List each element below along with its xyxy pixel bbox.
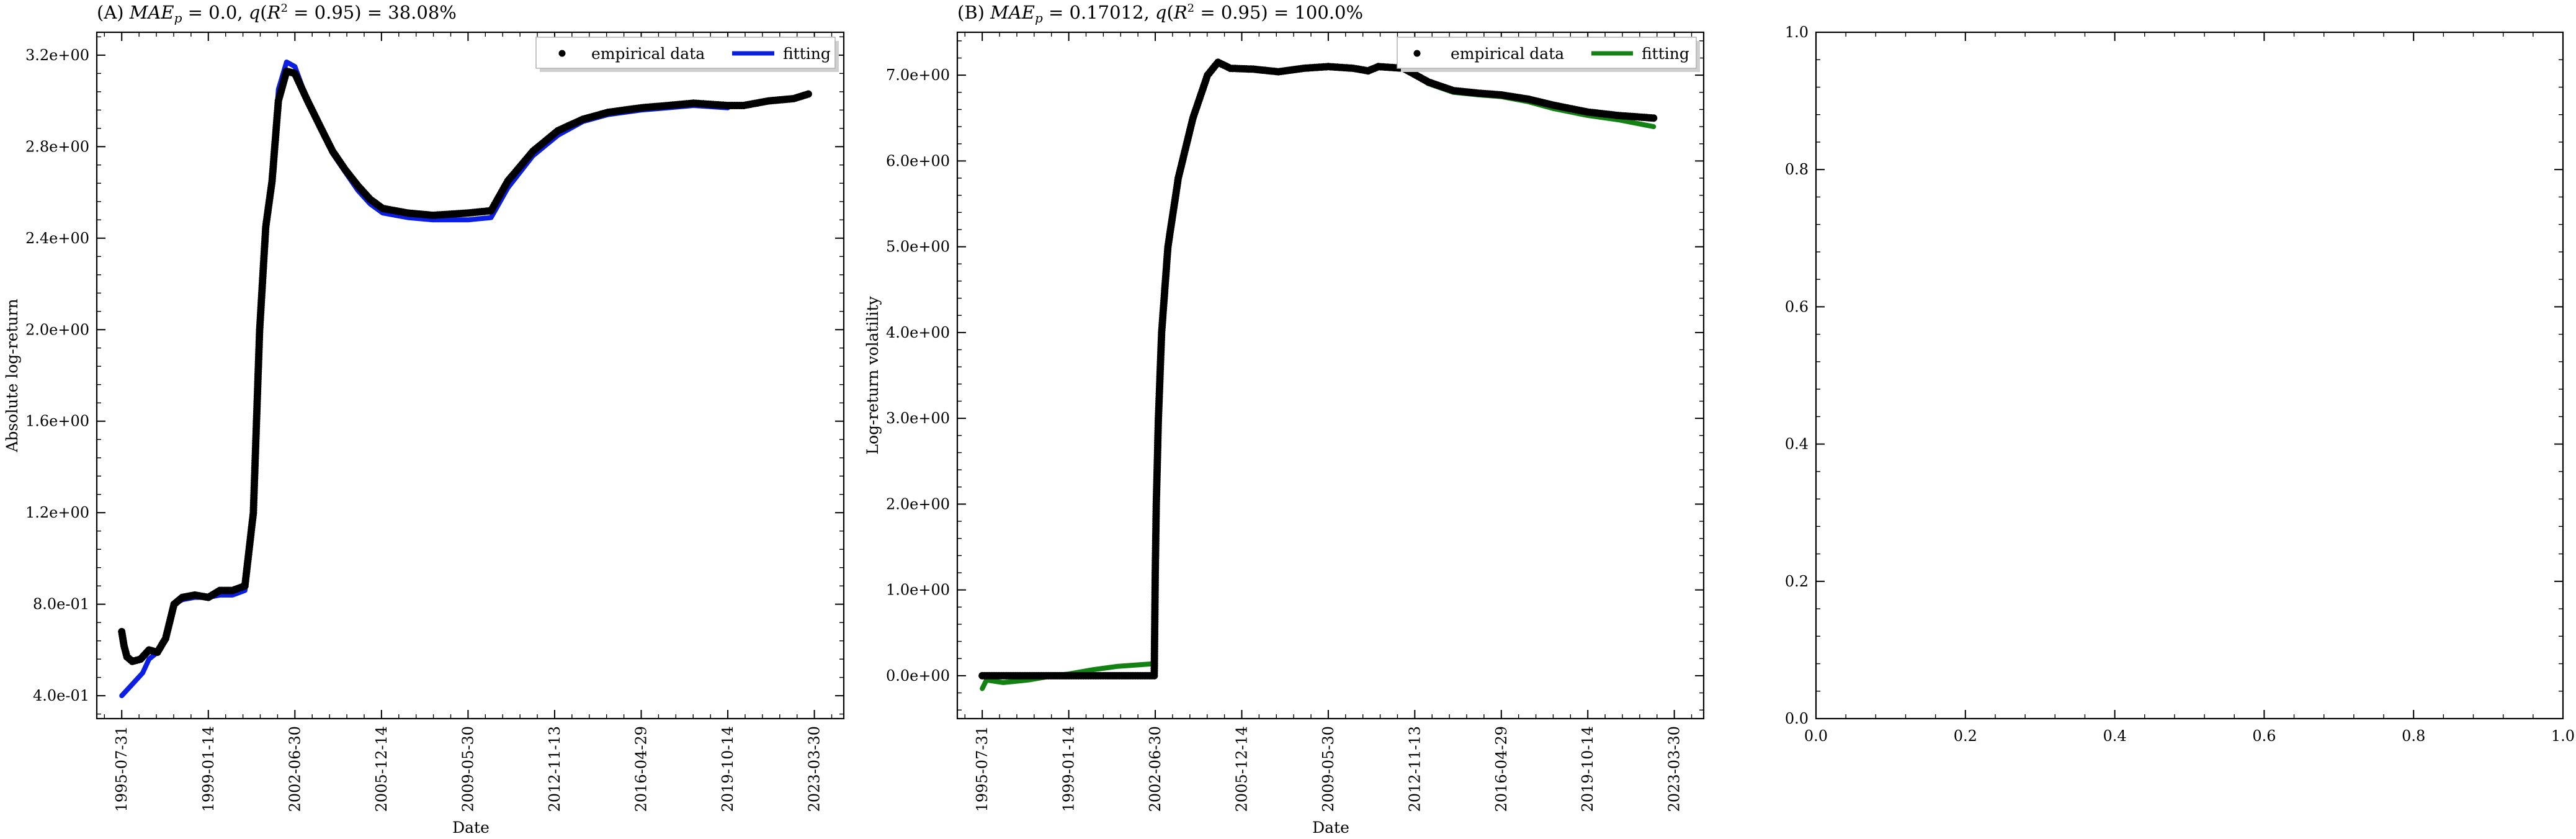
- panel-a-y-tick-label: 2.4e+00: [25, 230, 89, 247]
- panel-b-fitting-line: [980, 60, 1657, 691]
- panel-b-x-axis-title: Date: [1312, 819, 1349, 837]
- panel-a: (A) MAEp = 0.0, q(R2 = 0.95) = 38.08% 4.…: [3, 2, 845, 837]
- panel-c-plot-area: 0.0 0.2 0.4 0.6 0.8 1.0 0.0 0.2 0.4 0.6 0.8 1.0: [1785, 24, 2575, 745]
- panel-c-x-tick-label: 0.0: [1804, 727, 1828, 745]
- panel-b-legend-marker-empirical: [1413, 50, 1421, 57]
- panel-c-y-tick-label: 0.8: [1785, 161, 1809, 178]
- panel-b-x-tick-label: 2009-05-30: [1320, 726, 1337, 812]
- panel-a-y-tick-label: 1.6e+00: [25, 413, 89, 430]
- panel-c-y-tick-label: 0.2: [1785, 573, 1809, 590]
- panel-c-y-tick-label: 0.0: [1785, 710, 1809, 727]
- panel-a-x-tick-label: 2019-10-14: [719, 726, 736, 812]
- panel-b-y-tick-label: 3.0e+00: [886, 410, 950, 427]
- panel-a-x-tick-label: 1995-07-31: [113, 726, 130, 812]
- panel-b-y-tick-label: 2.0e+00: [886, 495, 950, 513]
- panel-a-legend-marker-empirical: [558, 50, 566, 57]
- panel-b-y-tick-label: 0.0e+00: [886, 667, 950, 684]
- panel-b-x-tick-label: 2023-03-30: [1666, 726, 1683, 812]
- panel-c-x-tick-label: 0.2: [1954, 727, 1977, 745]
- panel-a-x-axis-title: Date: [452, 819, 490, 837]
- panel-b-y-tick-label: 6.0e+00: [886, 152, 950, 169]
- panel-b-frame: [956, 31, 1705, 720]
- panel-a-legend-label-empirical: empirical data: [591, 45, 705, 63]
- panel-b: (B) MAEp = 0.17012, q(R2 = 0.95) = 100.0…: [864, 2, 1705, 837]
- panel-b-y-tick-label: 7.0e+00: [886, 66, 950, 84]
- panel-a-y-axis-title: Absolute log-return: [3, 298, 21, 452]
- panel-a-frame: [96, 31, 845, 720]
- panel-b-legend-box: [1397, 37, 1697, 69]
- panel-b-y-tick-label: 1.0e+00: [886, 581, 950, 599]
- panel-c-x-tick-label: 0.6: [2252, 727, 2276, 745]
- panel-c: 0.0 0.2 0.4 0.6 0.8 1.0 0.0 0.2 0.4 0.6 0.8 1.0: [1785, 24, 2575, 745]
- panel-c-frame: [1815, 31, 2564, 720]
- panel-a-y-tick-label: 3.2e+00: [25, 47, 89, 64]
- panel-b-y-tick-label: 4.0e+00: [886, 324, 950, 341]
- panel-b-legend-label-fitting: fitting: [1642, 45, 1689, 63]
- panel-c-x-tick-label: 0.8: [2402, 727, 2425, 745]
- panel-a-x-tick-label: 2009-05-30: [459, 726, 476, 812]
- panel-a-fitting-line: [119, 59, 731, 699]
- panel-b-y-axis-title: Log-return volatility: [864, 295, 882, 454]
- panel-b-x-tick-label: 2016-04-29: [1493, 726, 1510, 812]
- panel-b-x-tick-label: 1995-07-31: [973, 726, 991, 812]
- panel-c-y-tick-label: 0.6: [1785, 298, 1809, 315]
- panel-a-x-tick-label: 1999-01-14: [200, 726, 217, 812]
- panel-a-data-point: [804, 90, 812, 98]
- panel-c-y-tick-label: 1.0: [1785, 24, 1809, 41]
- panel-a-legend: empirical data fitting: [535, 37, 839, 72]
- panel-b-legend: empirical data fitting: [1397, 37, 1700, 72]
- panel-a-legend-label-fitting: fitting: [783, 45, 831, 63]
- panel-a-y-tick-label: 4.0e-01: [33, 687, 89, 704]
- panel-c-y-tick-label: 0.4: [1785, 436, 1809, 453]
- panel-b-plot-area: 0.0e+00 1.0e+00 2.0e+00 3.0e+00 4.0e+00 5.0e+…: [886, 32, 1704, 812]
- panel-b-y-tick-label: 5.0e+00: [886, 238, 950, 256]
- panel-b-x-tick-label: 2012-11-13: [1406, 726, 1423, 812]
- panel-b-legend-label-empirical: empirical data: [1451, 45, 1564, 63]
- panel-a-x-tick-label: 2002-06-30: [286, 726, 303, 812]
- panel-a-title: (A) MAEp = 0.0, q(R2 = 0.95) = 38.08%: [97, 2, 457, 25]
- panel-b-x-tick-label: 2005-12-14: [1233, 726, 1250, 812]
- panel-c-x-tick-label: 0.4: [2103, 727, 2127, 745]
- panel-a-y-tick-label: 2.8e+00: [25, 138, 89, 155]
- panel-b-x-tick-label: 2002-06-30: [1147, 726, 1164, 812]
- panel-a-legend-box: [535, 37, 836, 69]
- panel-b-data-point: [1650, 114, 1658, 122]
- panel-a-y-tick-label: 2.0e+00: [25, 321, 89, 338]
- panel-a-x-tick-label: 2016-04-29: [633, 726, 650, 812]
- panel-a-y-tick-label: 1.2e+00: [25, 504, 89, 521]
- panel-b-title: (B) MAEp = 0.17012, q(R2 = 0.95) = 100.0…: [957, 2, 1363, 25]
- panel-a-y-tick-label: 8.0e-01: [33, 596, 89, 613]
- panel-c-x-tick-label: 1.0: [2551, 727, 2575, 745]
- panel-b-x-tick-label: 1999-01-14: [1060, 726, 1078, 812]
- panel-a-x-tick-label: 2012-11-13: [546, 726, 563, 812]
- panel-a-x-tick-label: 2005-12-14: [373, 726, 390, 812]
- panel-a-plot-area: 4.0e-01 8.0e-01 1.2e+00 1.6e+00 2.0e+00 2.4e+…: [25, 32, 844, 812]
- panel-b-x-tick-label: 2019-10-14: [1579, 726, 1596, 812]
- panel-a-x-tick-label: 2023-03-30: [806, 726, 823, 812]
